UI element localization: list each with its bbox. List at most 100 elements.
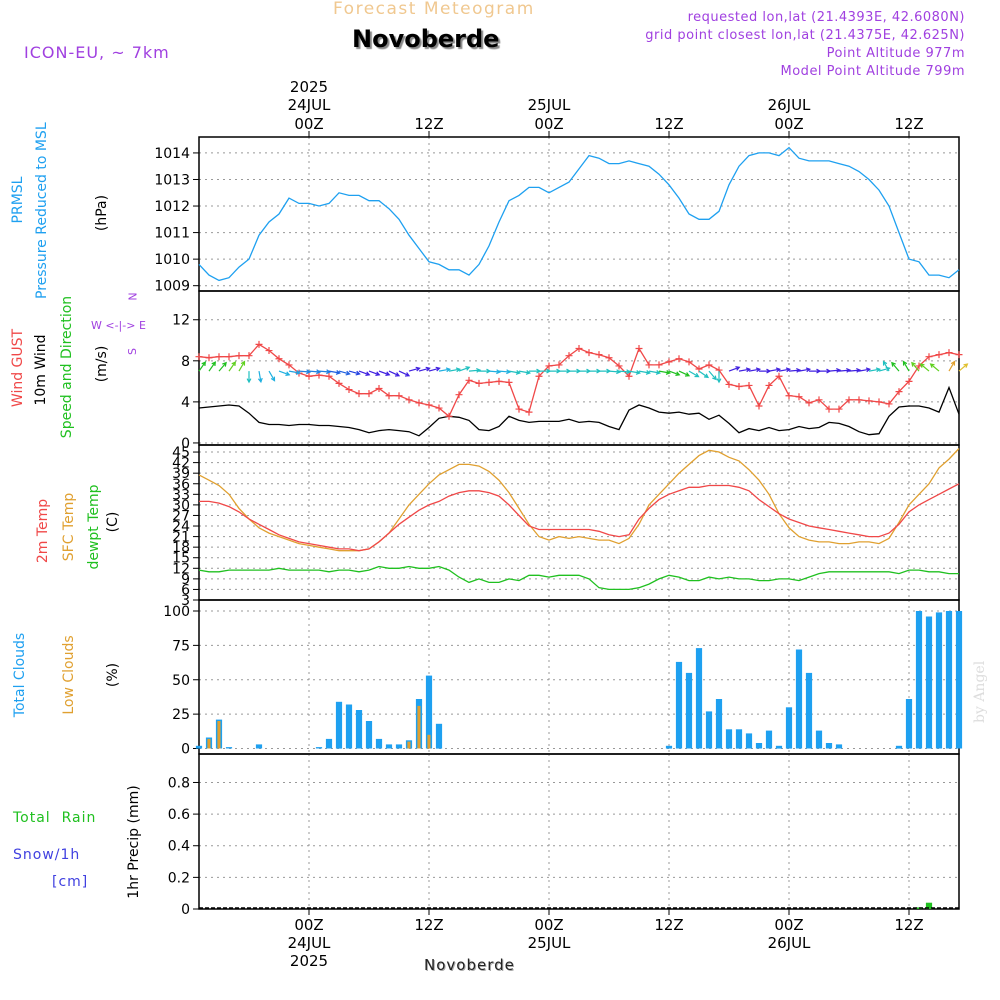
wind-direction-arrow [708, 370, 717, 381]
total-cloud-bar [675, 661, 683, 749]
total-cloud-bar [825, 743, 833, 749]
y-tick-label: 12 [172, 561, 190, 577]
y-tick-label: 1013 [154, 172, 190, 188]
low-cloud-bar [427, 734, 431, 749]
compass-we: W <-|-> E [91, 319, 146, 332]
gust-marker [265, 347, 273, 355]
y-tick-label: 21 [172, 530, 190, 546]
wind-direction-arrow [468, 367, 482, 373]
gust-marker [395, 392, 403, 400]
temp-unit: (C) [105, 511, 121, 533]
footer-station: Novoberde [424, 956, 515, 974]
gust-marker [865, 397, 873, 405]
gust-marker [795, 393, 803, 401]
gust-marker [455, 391, 463, 399]
wind-direction-arrow [508, 370, 522, 375]
gust-marker [505, 378, 513, 386]
gust-marker [775, 372, 783, 380]
total-cloud-bar [775, 745, 783, 749]
y-tick-label: 50 [172, 673, 190, 689]
total-cloud-bar [425, 675, 433, 749]
y-tick-label: 75 [172, 638, 190, 654]
wind-direction-arrow [911, 361, 920, 372]
total-cloud-bar [755, 743, 763, 749]
y-tick-label: 3 [181, 593, 190, 609]
gust-marker [485, 378, 493, 386]
y-tick-label: 33 [172, 487, 190, 503]
gust-marker [285, 361, 293, 369]
wind-direction-arrow [698, 370, 710, 379]
wind-direction-arrow [858, 367, 872, 373]
x-year-label-bottom: 2025 [290, 952, 328, 970]
y-tick-label: 1010 [154, 252, 190, 268]
gust-marker [705, 361, 713, 369]
dewpt-line [198, 565, 959, 591]
station-title: Novoberde [352, 25, 500, 53]
total-cloud-bar [375, 738, 383, 749]
wind-direction-arrow [688, 370, 700, 378]
wind-direction-arrow [919, 363, 930, 372]
panel-frame-precip [198, 753, 960, 910]
gust-marker [325, 372, 333, 380]
gust-marker [905, 377, 913, 385]
wind-direction-arrow [298, 369, 312, 375]
low-cloud-bar [417, 705, 421, 749]
x-date-label-bottom: 25JUL [528, 934, 571, 952]
low-cloud-bar [407, 741, 411, 749]
x-tick-label-bottom: 12Z [894, 916, 923, 934]
gust-marker [625, 372, 633, 380]
panel-frame-pressure [198, 136, 960, 292]
wind-direction-arrow [498, 369, 512, 375]
direction-label: Speed and Direction [59, 295, 75, 439]
x-tick-label-bottom: 00Z [534, 916, 563, 934]
total-cloud-bar [735, 729, 743, 749]
x-tick-label-top: 12Z [894, 115, 923, 133]
wind-direction-arrow [798, 367, 812, 373]
panel-frame-temperature [198, 444, 960, 601]
y-tick-label: 24 [172, 519, 190, 535]
wind-direction-arrow [759, 368, 772, 374]
gust-marker [755, 402, 763, 410]
total-cloud-bar [765, 730, 773, 749]
wind-direction-arrow [388, 370, 401, 377]
total-cloud-bar [695, 648, 703, 749]
total-cloud-bar [665, 745, 673, 749]
wind-direction-arrow [838, 367, 852, 373]
point-altitude: Point Altitude 977m [826, 46, 965, 61]
wind-direction-arrow [358, 370, 371, 376]
compass-s: S [125, 348, 139, 355]
low-cloud-bar [217, 721, 221, 749]
gridpoint-coords: grid point closest lon,lat (21.4375E, 42… [645, 28, 965, 43]
wind-direction-arrow [218, 361, 227, 372]
gust-marker [805, 399, 813, 407]
x-date-label-top: 24JUL [288, 96, 331, 114]
gust-marker [675, 355, 683, 363]
gust-marker [305, 372, 313, 380]
total-clouds-label: Total Clouds [12, 632, 28, 718]
total-cloud-bar [895, 745, 903, 749]
snow-unit: [cm] [52, 874, 89, 890]
total-cloud-bar [905, 699, 913, 749]
gust-marker [515, 405, 523, 413]
y-tick-label: 0.6 [168, 807, 190, 823]
wind-direction-arrow [788, 367, 802, 373]
wind-unit: (m/s) [94, 345, 110, 383]
y-tick-label: 0.2 [168, 870, 190, 886]
x-tick-label-bottom: 00Z [294, 916, 323, 934]
wind-direction-arrow [599, 368, 612, 374]
wind-direction-arrow [398, 370, 411, 377]
x-date-label-bottom: 24JUL [288, 934, 331, 952]
y-tick-label: 8 [181, 354, 190, 370]
gust-marker [655, 361, 663, 369]
gust-marker [935, 351, 943, 359]
wind-direction-arrow [257, 370, 263, 384]
gust-marker [405, 396, 413, 404]
gust-marker [585, 349, 593, 357]
gust-marker [855, 396, 863, 404]
wind-direction-arrow [268, 370, 276, 382]
pressure-line [198, 146, 960, 282]
y-tick-label: 27 [172, 508, 190, 524]
total-cloud-bar [195, 745, 203, 749]
gust-marker [435, 404, 443, 412]
